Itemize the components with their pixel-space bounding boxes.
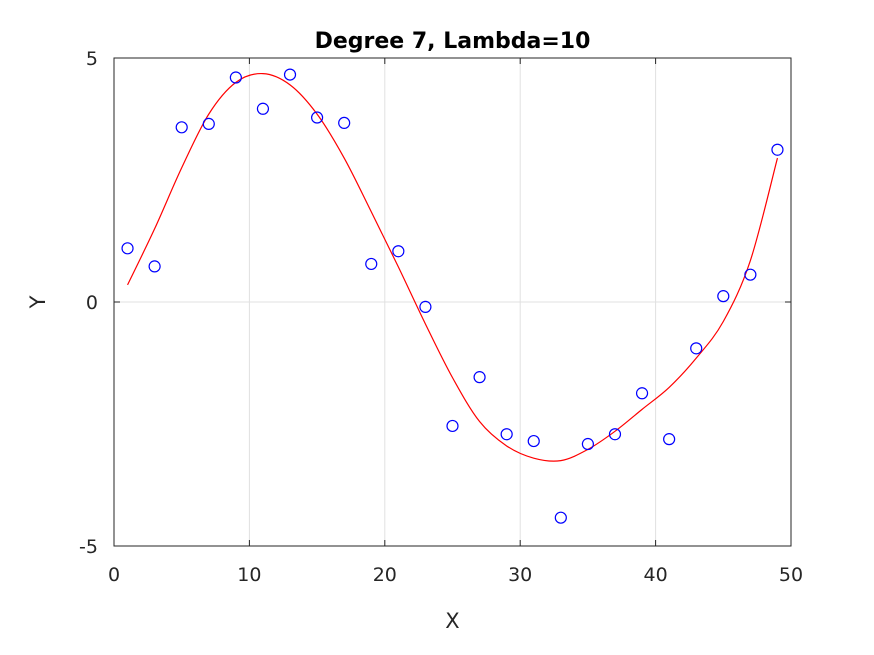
- y-axis-label: Y: [26, 295, 50, 309]
- data-point: [175, 121, 188, 134]
- data-point: [121, 242, 134, 255]
- x-axis-label: X: [445, 609, 459, 633]
- data-point: [663, 433, 676, 446]
- axis-ticks: 0 10 20 30 40 50 -5 0 5: [79, 48, 803, 586]
- data-point: [771, 143, 784, 156]
- data-point: [338, 116, 351, 130]
- data-point: [446, 419, 459, 433]
- data-point: [148, 260, 161, 273]
- data-point: [527, 434, 540, 448]
- chart-title: Degree 7, Lambda=10: [315, 29, 591, 54]
- data-point: [744, 268, 757, 281]
- x-tick-label: 10: [237, 564, 261, 586]
- data-point: [554, 511, 567, 524]
- x-tick-label: 20: [373, 564, 397, 586]
- data-point: [473, 371, 486, 384]
- y-tick-label: 0: [86, 292, 98, 314]
- data-point: [717, 290, 730, 303]
- fit-curve: [126, 72, 779, 462]
- data-point: [635, 387, 649, 400]
- data-point: [500, 428, 513, 441]
- data-point: [690, 342, 703, 355]
- data-points-layer: [121, 68, 784, 524]
- data-point: [311, 111, 324, 124]
- data-point: [419, 300, 432, 313]
- x-tick-label: 30: [508, 564, 532, 586]
- data-point: [581, 437, 595, 451]
- data-point: [283, 68, 297, 81]
- data-point: [365, 257, 378, 271]
- data-point: [256, 102, 270, 115]
- y-tick-label: 5: [86, 48, 98, 70]
- data-point: [202, 117, 215, 130]
- data-point: [229, 71, 242, 84]
- fit-curve-layer: [126, 72, 779, 462]
- grid: [114, 58, 791, 546]
- y-tick-label: -5: [79, 536, 98, 558]
- x-tick-label: 40: [644, 564, 668, 586]
- data-point: [392, 245, 405, 258]
- x-tick-label: 50: [779, 564, 803, 586]
- x-tick-label: 0: [108, 564, 120, 586]
- data-point: [608, 428, 622, 441]
